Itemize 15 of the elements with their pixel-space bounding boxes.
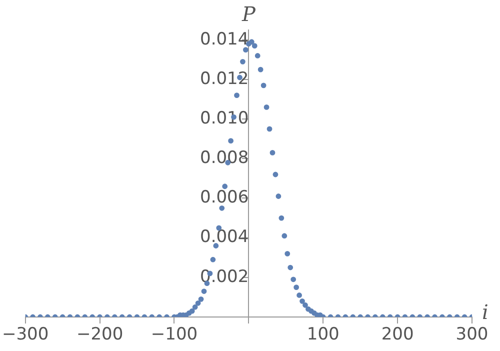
y-tick-label: 0.012 [200,68,249,89]
x-tick-label: 100 [306,324,340,345]
x-tick-label: 300 [456,324,488,345]
y-axis-title: P [240,2,256,26]
y-tick-label: 0.002 [200,266,249,287]
x-tick-label: −100 [150,324,198,345]
x-axis-title: i [482,300,488,324]
y-tick-label: 0.006 [200,188,249,208]
x-tick-label: −200 [76,324,124,345]
y-tick-label: 0.008 [200,148,249,168]
y-tick-label: 0.010 [200,108,249,128]
y-tick-label: 0.014 [200,29,249,50]
x-tick-label: 200 [381,324,414,345]
x-tick-label: −300 [2,324,49,345]
y-tick-label: 0.004 [200,227,249,248]
